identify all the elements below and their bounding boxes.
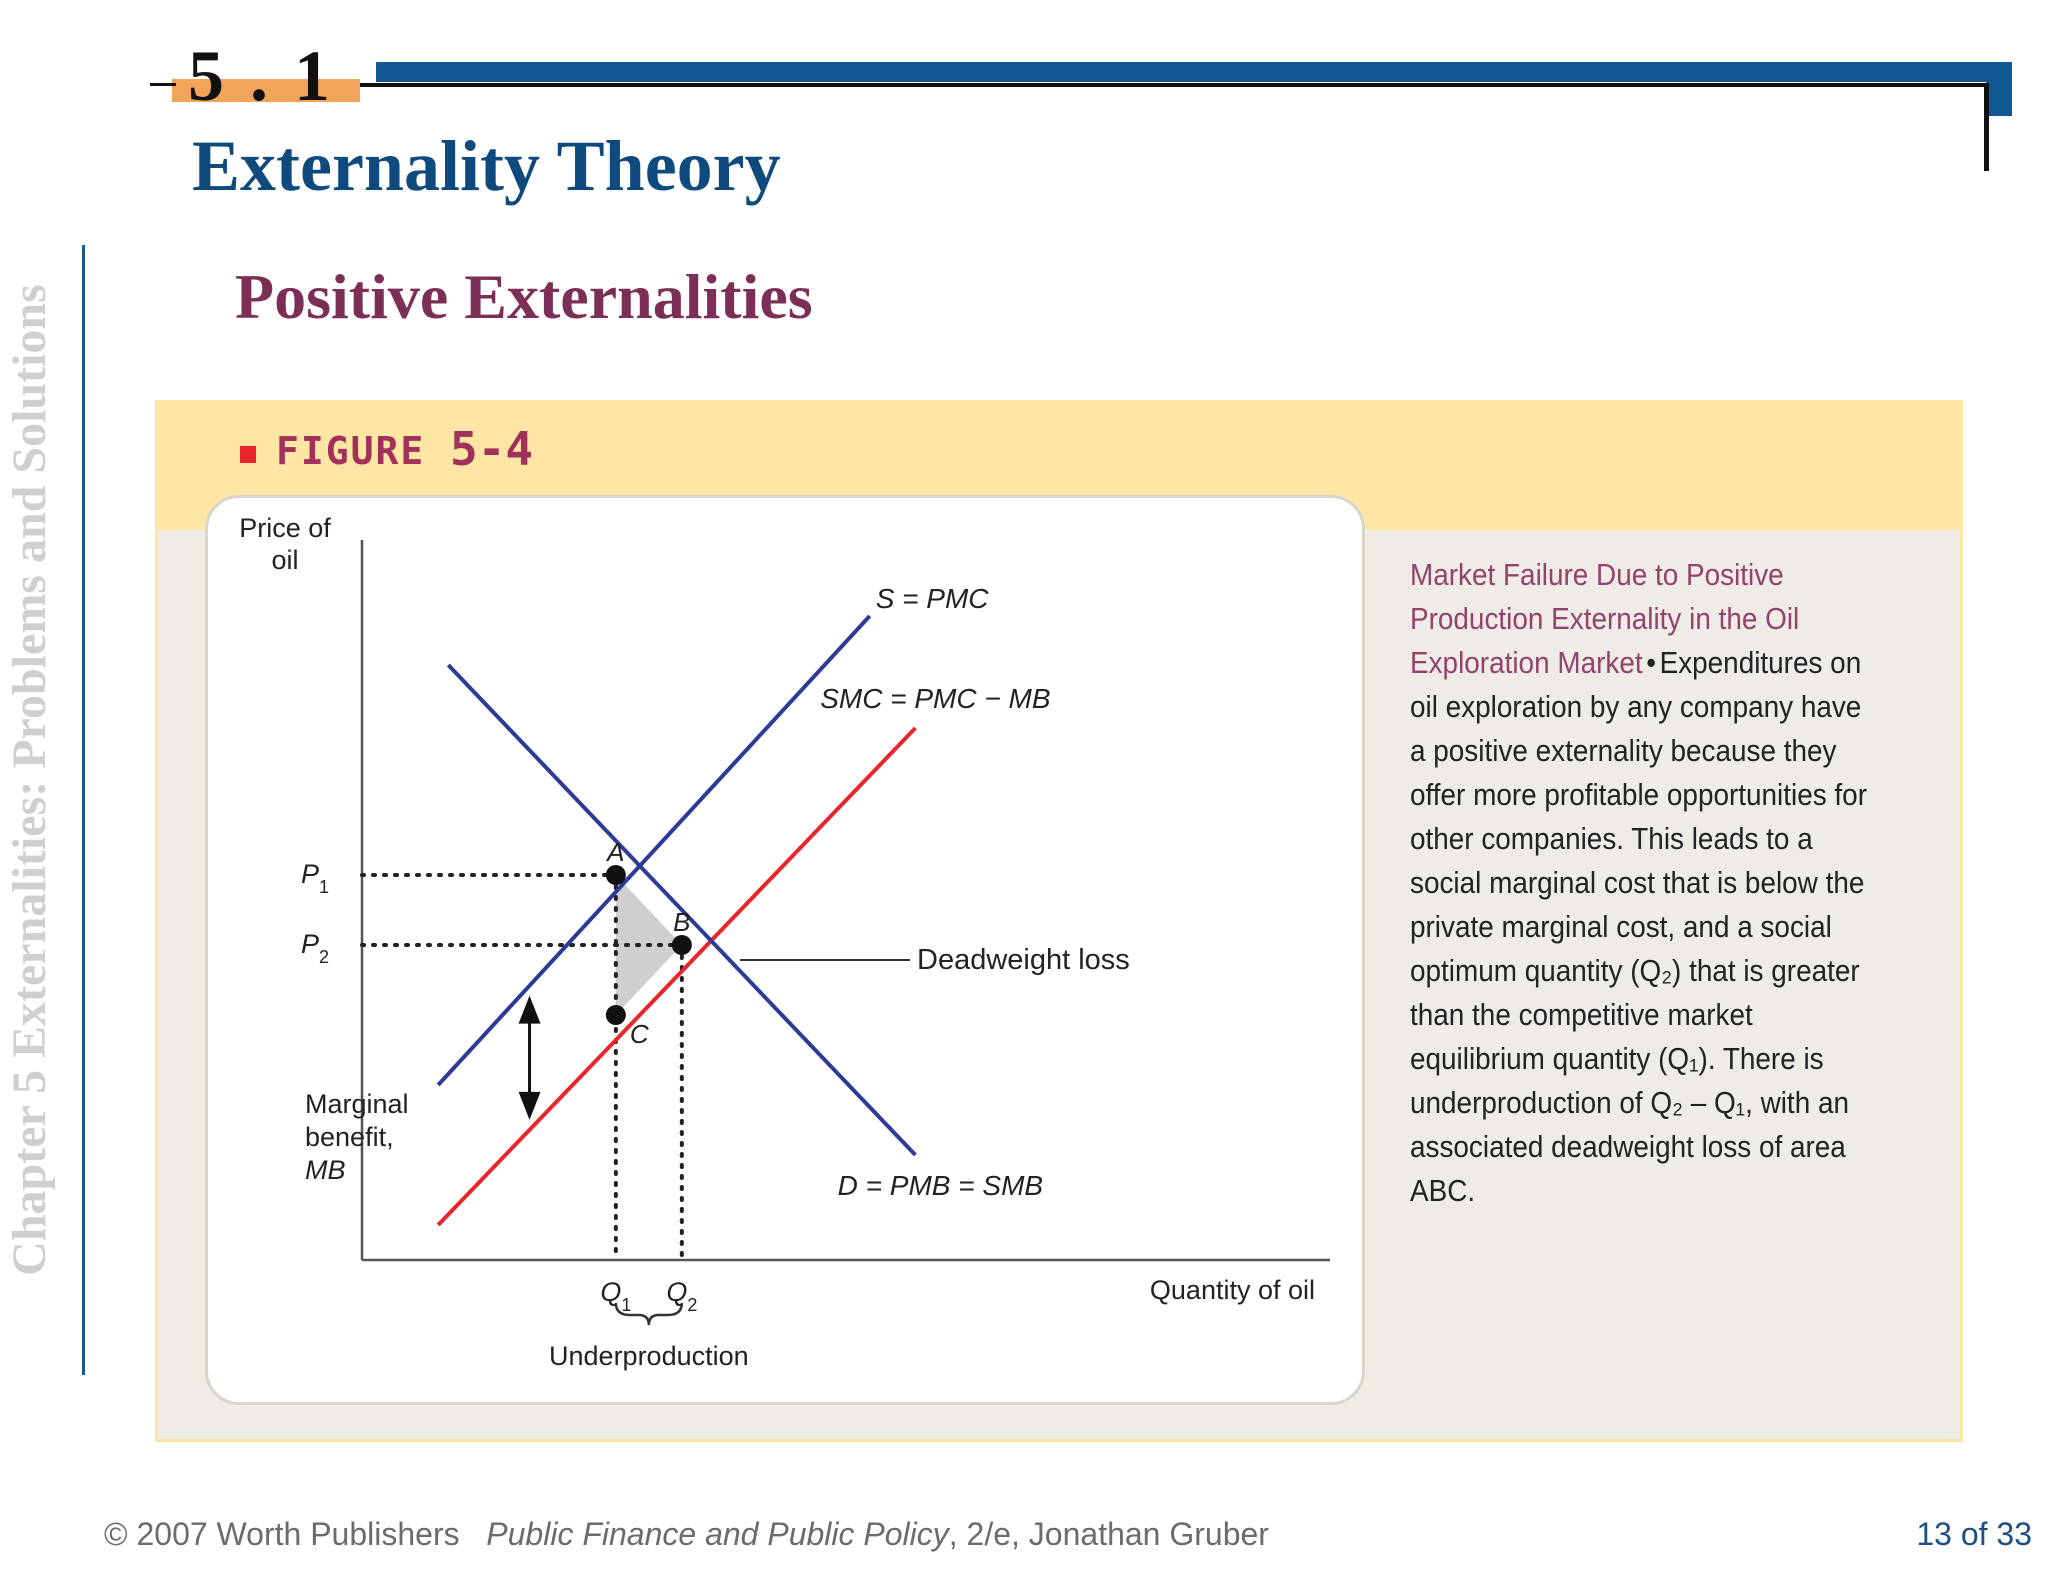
point-c-marker [605, 1005, 626, 1025]
deadweight-loss-label: Deadweight loss [917, 944, 1130, 976]
x-tick-q1: Q1 [600, 1277, 631, 1315]
figure-marker-icon [240, 446, 256, 463]
section-number: 5 . 1 [188, 36, 334, 116]
section-rule-left [150, 83, 176, 86]
header-rule-drop [1984, 83, 1989, 171]
y-axis-label-line-2: oil [271, 545, 298, 575]
footer-edition: , 2/e, Jonathan Gruber [948, 1516, 1269, 1552]
demand-curve-label: D = PMB = SMB [838, 1170, 1043, 1201]
supply-curve-pmc [436, 614, 872, 1087]
y-tick-p2: P2 [301, 929, 329, 967]
section-number-highlight [172, 79, 360, 102]
slide-title: Externality Theory [192, 126, 781, 206]
point-b-marker [671, 935, 692, 955]
point-c-label: C [630, 1019, 649, 1049]
footer-copyright: © 2007 Worth Publishers [104, 1516, 460, 1552]
page-number: 13 of 33 [1916, 1516, 2032, 1552]
underproduction-brace [614, 1302, 684, 1326]
footer-citation: © 2007 Worth Publishers Public Finance a… [104, 1518, 1269, 1550]
caption-body: Expenditures on oil exploration by any c… [1410, 645, 1867, 1208]
marginal-benefit-arrow [518, 995, 541, 1120]
smc-curve-label: SMC = PMC − MB [820, 683, 1050, 714]
equilibrium-points [605, 865, 910, 1025]
point-a-label: A [605, 837, 624, 867]
slide-subtitle: Positive Externalities [235, 261, 813, 332]
underproduction-brace-path [614, 1302, 684, 1326]
chart-card [205, 495, 1365, 1405]
guide-lines [360, 873, 684, 1262]
underproduction-label: Underproduction [549, 1341, 749, 1371]
caption-title: Market Failure Due to Positive Productio… [1410, 557, 1800, 680]
chapter-sidebar-text: Chapter 5 Externalities: Problems and So… [3, 284, 56, 1276]
point-a-marker [605, 865, 626, 885]
header-rule [360, 83, 1990, 87]
marginal-benefit-label-line-3: MB [305, 1155, 346, 1185]
marginal-benefit-label-line-1: Marginal [305, 1089, 409, 1119]
figure-label: FIGURE [276, 429, 426, 473]
header-bar [376, 62, 2012, 82]
mb-arrow-head-up [518, 995, 541, 1024]
footer-book-title: Public Finance and Public Policy [486, 1516, 949, 1552]
x-tick-q2: Q2 [666, 1277, 697, 1315]
sidebar-rule [82, 245, 85, 1375]
supply-curve-label: S = PMC [876, 583, 990, 614]
x-axis-label: Quantity of oil [1150, 1275, 1315, 1305]
point-b-label: B [673, 907, 690, 937]
demand-curve-pmb [446, 663, 917, 1157]
y-axis-label-line-1: Price of [239, 513, 331, 543]
header-bar-end [1986, 82, 2012, 116]
social-marginal-cost-curve [436, 726, 917, 1227]
figure-caption: Market Failure Due to Positive Productio… [1410, 553, 1878, 1213]
marginal-benefit-label-line-2: benefit, [305, 1122, 394, 1152]
chart-curves [436, 614, 917, 1227]
caption-bullet: • [1646, 645, 1656, 680]
y-tick-p1: P1 [301, 859, 329, 897]
figure-number: 5-4 [450, 422, 534, 476]
mb-arrow-head-down [518, 1091, 541, 1120]
